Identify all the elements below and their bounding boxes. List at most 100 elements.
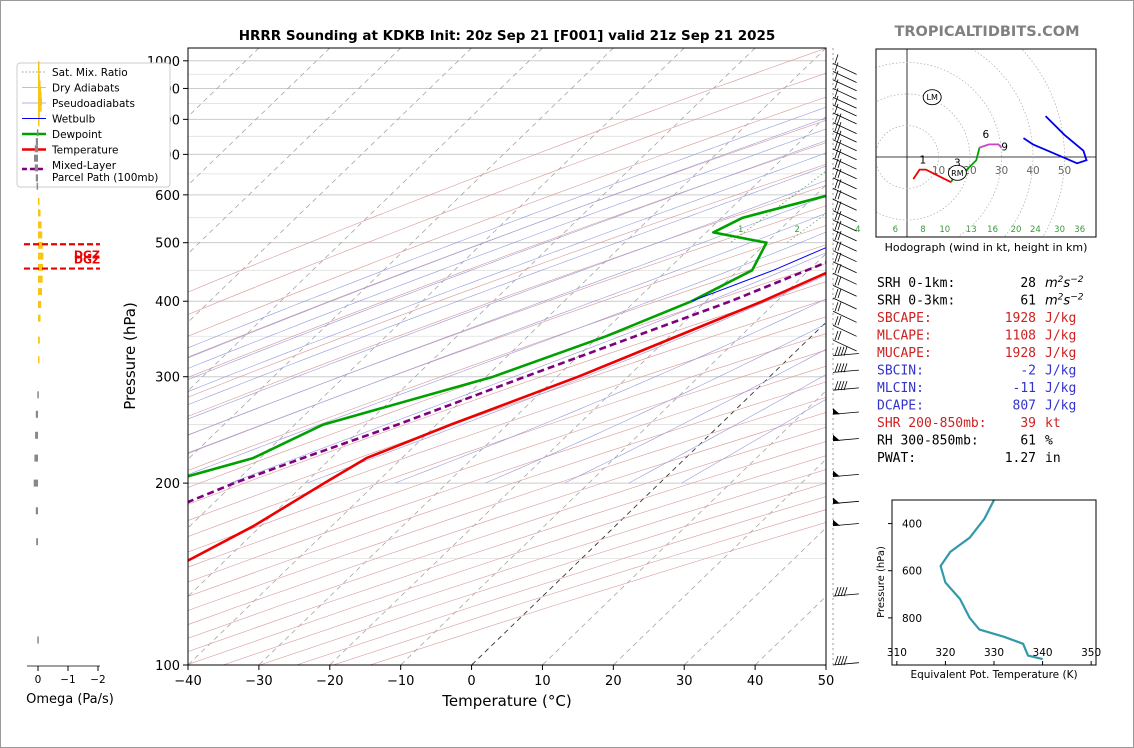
wind-barb [832,346,859,357]
omega-bar [36,538,38,546]
dry-adiabat [188,281,826,505]
stat-label: SRH 0-1km: [877,276,955,291]
stat-value: 1928 [1005,346,1036,361]
barb-shaft [832,297,857,310]
stat-row: MUCAPE: 1928 J/kg [877,346,1076,361]
wind-barb [832,302,857,323]
stat-label: SBCAPE: [877,311,932,326]
stat-row: RH 300-850mb: 61% [877,434,1053,449]
mixing-ratio-label: 2 [794,225,799,235]
wind-barb [832,113,857,134]
x-tick-label: 50 [818,674,835,689]
x-tick-label: 10 [534,674,551,689]
stat-unit: m2s−2 [1045,293,1084,309]
mixing-ratio-label: 1 [738,225,743,235]
stat-row: SBCAPE: 1928 J/kg [877,311,1076,326]
unit-part: 2 [1058,293,1064,303]
barb-flag [837,149,842,159]
barb-flag [834,201,839,211]
omega-x-label: Omega (Pa/s) [26,692,114,707]
dry-adiabat [188,397,826,611]
wind-barb [832,139,857,161]
stat-label: DCAPE: [877,399,924,414]
thetae-x-tick-label: 320 [935,647,955,659]
x-axis-label: Temperature (°C) [441,692,571,710]
barb-flag [840,587,845,597]
omega-bar [34,154,38,162]
wind-barb [832,220,857,242]
barb-flag [837,210,842,221]
stat-value: 61 [1020,434,1036,449]
isotherm [542,390,826,665]
hodo-height-label: 3 [954,157,961,169]
barb-flag [834,54,839,64]
wind-barb [832,168,857,190]
pseudoadiabat [188,165,826,405]
barb-shaft [832,310,857,323]
stat-value: 28 [1020,276,1036,291]
legend-label: Wetbulb [52,114,96,126]
wind-barb [832,408,859,415]
stat-row: SRH 0-3km: 61 m2s−2 [877,293,1084,309]
chart-title: HRRR Sounding at KDKB Init: 20z Sep 21 [… [239,28,776,44]
series-dewpoint [188,194,826,478]
thetae-x-tick-label: 340 [1033,647,1053,659]
stat-value: 1108 [1005,329,1036,344]
hodo-ring [876,93,971,221]
barb-flag [837,330,842,341]
stat-unit: J/kg [1045,399,1076,414]
barb-flag [834,190,839,200]
omega-bar [38,263,43,271]
dry-adiabat [188,263,826,488]
series-wetbulb [691,247,826,302]
mixing-ratio-label: 24 [1030,225,1041,235]
barb-flag [837,302,842,312]
pseudoadiabat [229,252,826,484]
mixing-ratio-label: 8 [920,225,925,235]
hodo-segment [1023,115,1088,165]
wind-barb [832,288,857,310]
omega-tick-label: 0 [35,674,42,686]
thetae-y-tick-label: 600 [902,566,922,578]
omega-bar [38,275,43,283]
mixing-ratio-label: 20 [1011,225,1022,235]
wind-barb [832,210,857,232]
dry-adiabat [188,72,826,315]
barb-flag [834,230,839,241]
dry-adiabat [188,299,826,521]
wind-barb [832,103,857,125]
isotherm [683,527,826,665]
legend-box [16,62,171,188]
hodo-ring [876,125,939,189]
stat-label: SHR 200-850mb: [877,416,987,431]
stat-row: MLCAPE: 1108 J/kg [877,329,1076,344]
mixing-ratio-label: 4 [855,225,860,235]
stat-unit: J/kg [1045,329,1076,344]
x-tick-label: −40 [174,674,201,689]
barb-flag [834,330,839,341]
stat-unit: kt [1045,416,1061,431]
barb-shaft [832,219,857,232]
thetae-x-tick-label: 350 [1081,647,1101,659]
barb-flag [843,655,848,666]
barb-shaft [832,148,857,161]
legend-label: Dry Adiabats [52,83,120,95]
series-temperature [188,271,826,563]
barb-flag [834,587,839,597]
barb-shaft [832,593,859,597]
barb-flag [834,168,839,179]
unit-part: 2 [1058,275,1064,285]
barb-flag [834,70,839,80]
dry-adiabat [188,426,826,639]
mixing-ratio-line [1005,48,1134,243]
barb-shaft [832,167,857,180]
barb-flag [837,346,842,356]
thetae-frame [891,499,1097,666]
hodo-segment [979,143,1003,149]
omega-bar [38,241,43,249]
dry-adiabat [188,412,826,625]
hodograph-frame [875,48,1097,238]
wind-barb [832,587,859,597]
y-tick-label: 600 [155,189,180,204]
hodo-height-label: 6 [982,129,989,141]
